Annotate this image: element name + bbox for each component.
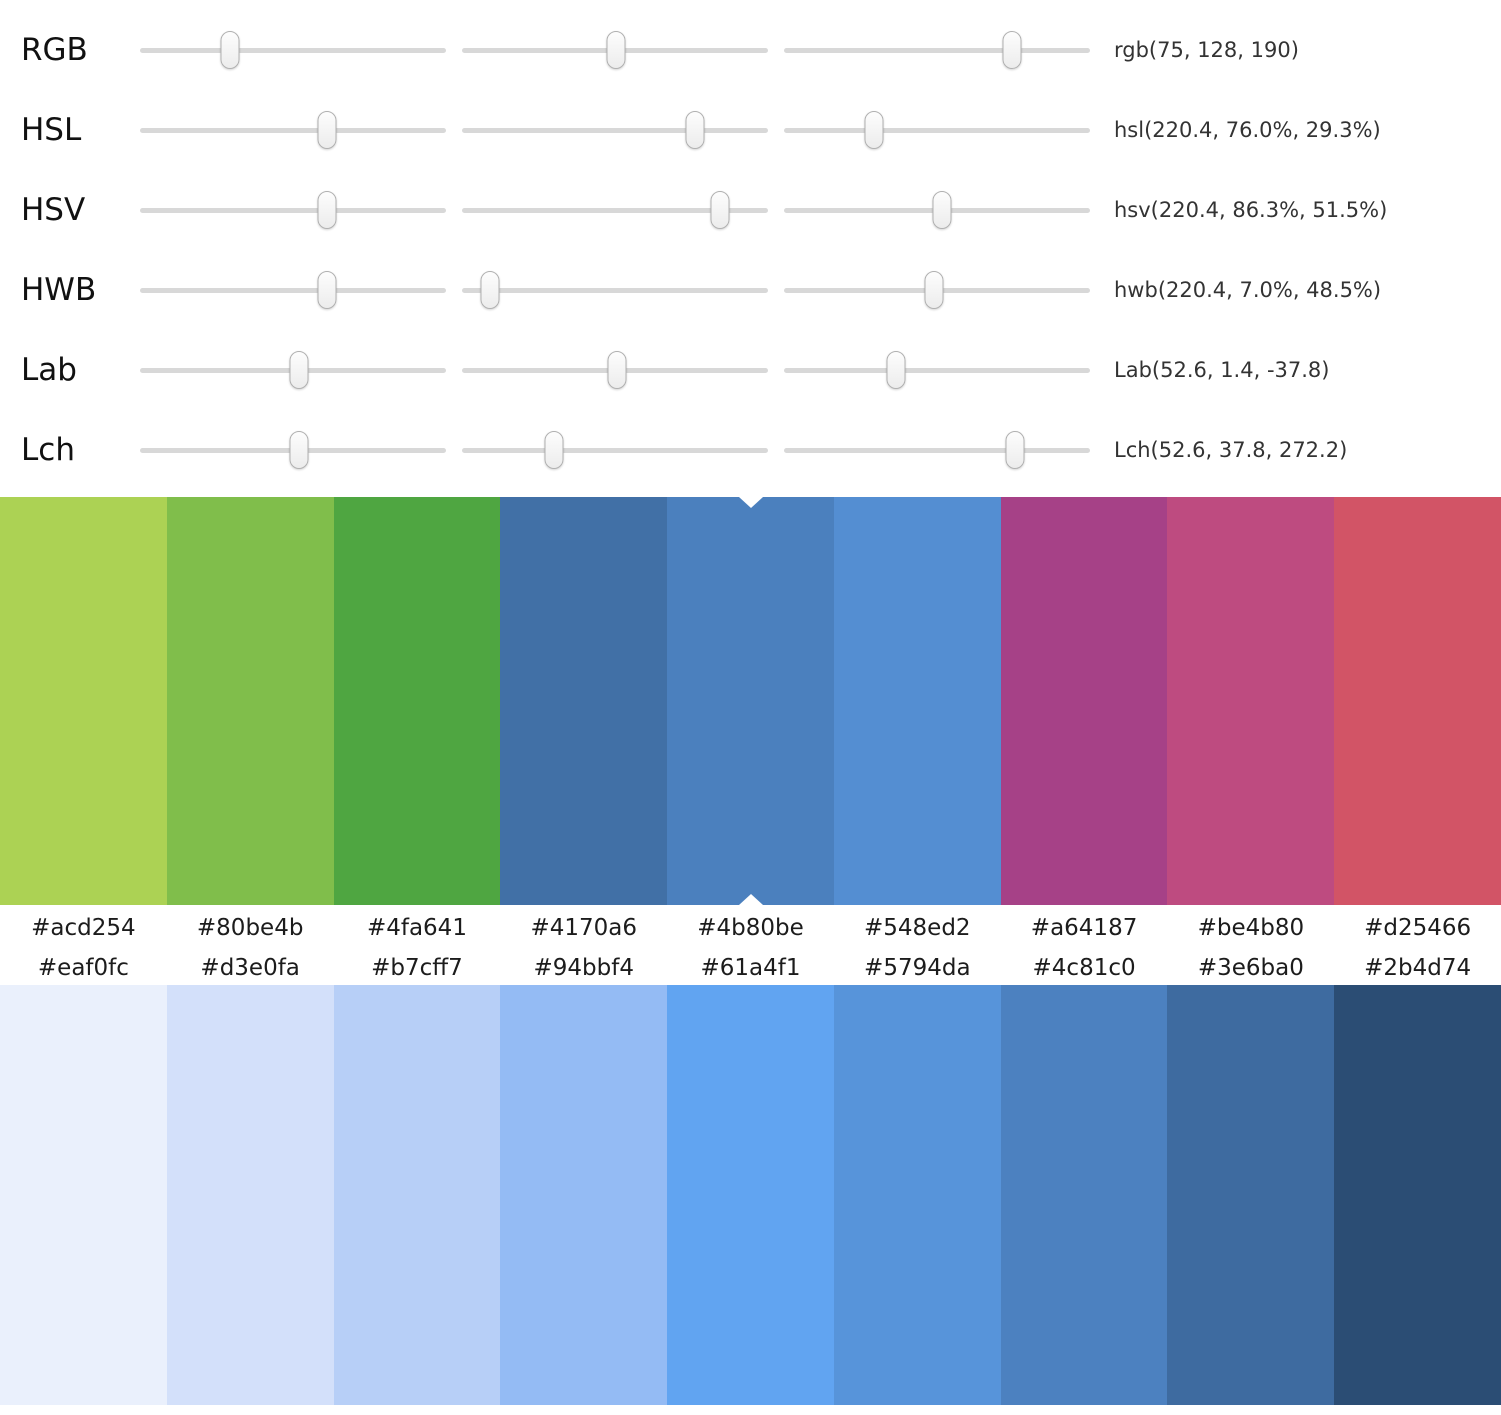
- hex-label: #2b4d74: [1364, 955, 1472, 981]
- colorspace-label: HSV: [21, 192, 86, 228]
- slider-track[interactable]: [462, 111, 768, 149]
- hex-label: #b7cff7: [371, 955, 463, 981]
- color-value-text: Lab(52.6, 1.4, -37.8): [1114, 358, 1330, 382]
- color-swatch[interactable]: [1000, 985, 1168, 1405]
- color-value-text: rgb(75, 128, 190): [1114, 38, 1299, 62]
- color-swatch[interactable]: [333, 497, 501, 905]
- color-swatch[interactable]: [0, 985, 167, 1405]
- slider-thumb[interactable]: [864, 111, 884, 149]
- slider-thumb[interactable]: [1005, 431, 1025, 469]
- hex-label: #d3e0fa: [200, 955, 300, 981]
- slider-track[interactable]: [784, 111, 1090, 149]
- color-swatch[interactable]: [166, 985, 334, 1405]
- slider-track[interactable]: [462, 271, 768, 309]
- slider-track[interactable]: [462, 191, 768, 229]
- slider-track[interactable]: [140, 271, 446, 309]
- slider-row-rgb: RGB rgb(75, 128, 190): [0, 10, 1501, 90]
- slider-row-hsv: HSV hsv(220.4, 86.3%, 51.5%): [0, 170, 1501, 250]
- hex-label: #548ed2: [864, 915, 971, 941]
- color-value-text: hsv(220.4, 86.3%, 51.5%): [1114, 198, 1388, 222]
- colorspace-label: HWB: [21, 272, 97, 308]
- slider-thumb[interactable]: [685, 111, 705, 149]
- slider-thumb[interactable]: [710, 191, 730, 229]
- hex-label: #5794da: [864, 955, 971, 981]
- color-swatch[interactable]: [1167, 985, 1335, 1405]
- hex-label: #3e6ba0: [1197, 955, 1304, 981]
- slider-track[interactable]: [462, 351, 768, 389]
- slider-row-hsl: HSL hsl(220.4, 76.0%, 29.3%): [0, 90, 1501, 170]
- hex-label: #4fa641: [366, 915, 467, 941]
- color-swatch[interactable]: [1334, 985, 1501, 1405]
- hex-label: #61a4f1: [700, 955, 801, 981]
- hex-label: #a64187: [1030, 915, 1138, 941]
- scale-palette: [0, 497, 1501, 905]
- slider-thumb[interactable]: [317, 271, 337, 309]
- color-swatch[interactable]: [500, 497, 668, 905]
- color-swatch[interactable]: [667, 985, 834, 1405]
- hex-label: #4170a6: [530, 915, 637, 941]
- color-swatch[interactable]: [1167, 497, 1335, 905]
- color-swatch[interactable]: [333, 985, 501, 1405]
- selected-marker-bottom-icon: [738, 894, 763, 905]
- slider-row-lch: Lch Lch(52.6, 37.8, 272.2): [0, 410, 1501, 490]
- colorspace-label: Lab: [21, 352, 77, 388]
- slider-track[interactable]: [784, 31, 1090, 69]
- color-swatch[interactable]: [833, 985, 1001, 1405]
- slider-thumb[interactable]: [544, 431, 564, 469]
- slider-thumb[interactable]: [924, 271, 944, 309]
- color-value-text: hwb(220.4, 7.0%, 48.5%): [1114, 278, 1382, 302]
- slider-track[interactable]: [462, 31, 768, 69]
- hex-label: #eaf0fc: [37, 955, 129, 981]
- slider-thumb[interactable]: [289, 431, 309, 469]
- hex-label: #be4b80: [1197, 915, 1305, 941]
- slider-thumb[interactable]: [317, 191, 337, 229]
- colorspace-label: HSL: [21, 112, 82, 148]
- slider-track[interactable]: [784, 351, 1090, 389]
- colorspace-label: Lch: [21, 432, 75, 468]
- slider-track[interactable]: [462, 431, 768, 469]
- slider-thumb[interactable]: [606, 31, 626, 69]
- hex-label: #d25466: [1364, 915, 1472, 941]
- color-value-text: Lch(52.6, 37.8, 272.2): [1114, 438, 1348, 462]
- color-swatch[interactable]: [1334, 497, 1501, 905]
- slider-thumb[interactable]: [480, 271, 500, 309]
- color-swatch[interactable]: [500, 985, 668, 1405]
- slider-thumb[interactable]: [220, 31, 240, 69]
- slider-track[interactable]: [784, 191, 1090, 229]
- slider-thumb[interactable]: [886, 351, 906, 389]
- color-swatch[interactable]: [0, 497, 167, 905]
- slider-track[interactable]: [140, 191, 446, 229]
- shade-hex-labels: #eaf0fc #d3e0fa #b7cff7 #94bbf4 #61a4f1 #5794…: [0, 951, 1501, 985]
- color-swatch[interactable]: [166, 497, 334, 905]
- slider-thumb[interactable]: [932, 191, 952, 229]
- color-swatch[interactable]: [1000, 497, 1168, 905]
- slider-thumb[interactable]: [607, 351, 627, 389]
- slider-track[interactable]: [140, 431, 446, 469]
- slider-track[interactable]: [140, 351, 446, 389]
- hex-label: #acd254: [31, 915, 136, 941]
- scale-hex-labels: #acd254 #80be4b #4fa641 #4170a6 #4b80be #548e…: [0, 905, 1501, 951]
- hex-label: #4c81c0: [1032, 955, 1136, 981]
- slider-thumb[interactable]: [289, 351, 309, 389]
- hex-label: #4b80be: [697, 915, 804, 941]
- slider-thumb[interactable]: [1002, 31, 1022, 69]
- slider-track[interactable]: [784, 271, 1090, 309]
- hex-label: #94bbf4: [533, 955, 634, 981]
- slider-row-hwb: HWB hwb(220.4, 7.0%, 48.5%): [0, 250, 1501, 330]
- color-sliders-panel: RGB rgb(75, 128, 190) HSL hsl(220.4, 76.0%,…: [0, 0, 1501, 490]
- slider-thumb[interactable]: [317, 111, 337, 149]
- colorspace-label: RGB: [21, 32, 88, 68]
- color-swatch[interactable]: [833, 497, 1001, 905]
- slider-row-lab: Lab Lab(52.6, 1.4, -37.8): [0, 330, 1501, 410]
- hex-label: #80be4b: [196, 915, 304, 941]
- slider-track[interactable]: [140, 111, 446, 149]
- color-value-text: hsl(220.4, 76.0%, 29.3%): [1114, 118, 1381, 142]
- shade-palette: [0, 985, 1501, 1405]
- slider-track[interactable]: [140, 31, 446, 69]
- color-swatch[interactable]: [667, 497, 834, 905]
- slider-track[interactable]: [784, 431, 1090, 469]
- selected-marker-top-icon: [738, 497, 763, 508]
